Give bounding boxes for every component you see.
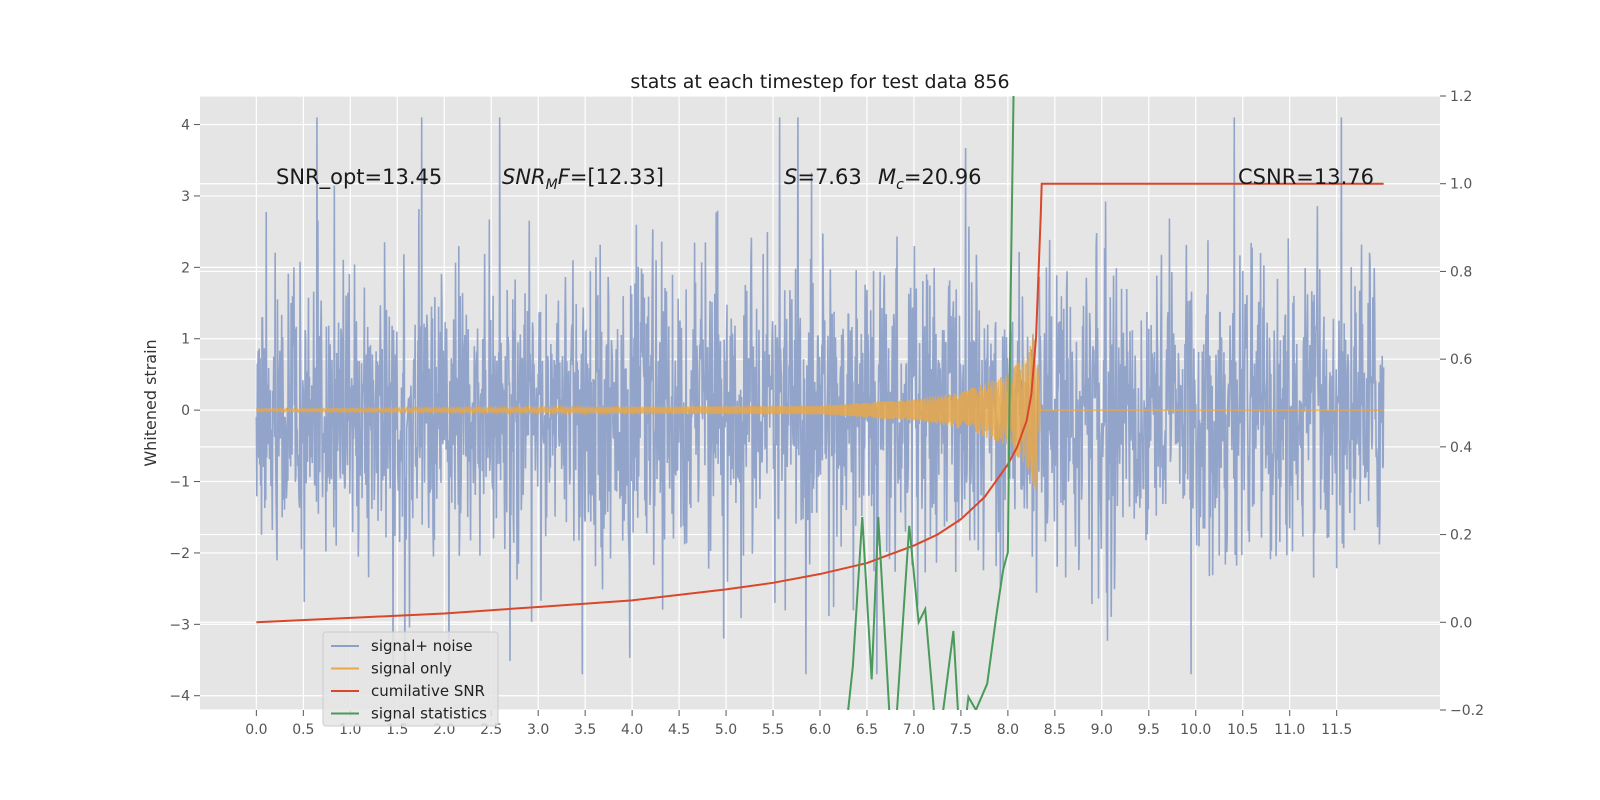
x-tick-label: 0.0 <box>245 722 267 738</box>
legend: signal+ noise signal only cumilative SNR si… <box>322 631 499 727</box>
series-signal-statistics <box>847 96 1015 710</box>
x-tick-label: 10.5 <box>1227 722 1258 738</box>
legend-label: signal+ noise <box>371 637 473 655</box>
x-tick-label: 7.5 <box>950 722 972 738</box>
x-tick-label: 8.0 <box>997 722 1019 738</box>
x-tick-label: 3.0 <box>527 722 549 738</box>
y2-tick-label: 0.2 <box>1450 528 1472 544</box>
x-tick-label: 9.5 <box>1138 722 1160 738</box>
annotation-snr-mf-snr: SNR <box>502 165 546 189</box>
legend-label: signal only <box>371 660 452 678</box>
y2-tick-label: 1.2 <box>1450 89 1472 105</box>
y-tick-label: −2 <box>169 546 190 562</box>
x-tick-label: 4.5 <box>668 722 690 738</box>
annotation-snr-mf: SNRMF=[12.33] <box>502 165 664 193</box>
x-tick-label: 4.0 <box>621 722 643 738</box>
y2-tick-label: 0.8 <box>1450 264 1472 280</box>
annotation-snr-mf-value: =[12.33] <box>570 165 664 189</box>
y-axis-right: −0.2 0.0 0.2 0.4 0.6 0.8 1.0 1.2 <box>1440 89 1484 719</box>
y-axis-left: −4 −3 −2 −1 0 1 2 3 4 <box>169 118 200 705</box>
x-tick-label: 6.5 <box>856 722 878 738</box>
y-tick-label: 2 <box>181 260 190 276</box>
series-cumulative-snr <box>256 182 1384 624</box>
series-signal-noise <box>255 117 1385 675</box>
y-tick-label: −3 <box>169 617 190 633</box>
annotation-snr-mf-f: F <box>558 165 571 189</box>
x-tick-label: 11.0 <box>1274 722 1305 738</box>
y-tick-label: −4 <box>169 689 190 705</box>
annotation-s-value: =7.63 <box>797 165 861 189</box>
x-tick-label: 3.5 <box>574 722 596 738</box>
y2-tick-label: −0.2 <box>1450 703 1484 719</box>
y-tick-label: 1 <box>181 332 190 348</box>
y-tick-label: −1 <box>169 475 190 491</box>
y-tick-label: 3 <box>181 189 190 205</box>
x-tick-label: 9.0 <box>1091 722 1113 738</box>
y2-tick-label: 0.0 <box>1450 615 1472 631</box>
annotation-s-symbol: S <box>784 165 797 189</box>
legend-box <box>322 631 499 727</box>
x-tick-label: 5.0 <box>715 722 737 738</box>
y-axis-label: Whitened strain <box>141 339 160 466</box>
x-tick-label: 10.0 <box>1180 722 1211 738</box>
x-tick-label: 6.0 <box>809 722 831 738</box>
annotation-snr-mf-sub: M <box>546 177 558 193</box>
annotation-snr-opt: SNR_opt=13.45 <box>276 165 442 190</box>
legend-label: signal statistics <box>371 705 487 723</box>
series-signal-only <box>255 333 1384 490</box>
annotation-mc-value: =20.96 <box>904 165 982 189</box>
annotation-csnr: CSNR=13.76 <box>1238 165 1374 189</box>
plot-series <box>255 96 1385 710</box>
x-tick-label: 7.0 <box>903 722 925 738</box>
y2-tick-label: 0.6 <box>1450 352 1472 368</box>
x-tick-label: 8.5 <box>1044 722 1066 738</box>
legend-label: cumilative SNR <box>371 682 485 700</box>
annotation-mc-sub: c <box>896 177 904 193</box>
x-tick-label: 0.5 <box>292 722 314 738</box>
chart-title: stats at each timestep for test data 856 <box>630 71 1009 93</box>
annotation-s: S=7.63 <box>784 165 862 189</box>
y2-tick-label: 0.4 <box>1450 440 1472 456</box>
annotations: SNR_opt=13.45 SNRMF=[12.33] S=7.63 Mc=20… <box>276 165 1374 193</box>
annotation-mc: Mc=20.96 <box>878 165 982 193</box>
x-tick-label: 11.5 <box>1321 722 1352 738</box>
y2-tick-label: 1.0 <box>1450 177 1472 193</box>
x-tick-label: 5.5 <box>762 722 784 738</box>
y-tick-label: 0 <box>181 403 190 419</box>
y-tick-label: 4 <box>181 118 190 134</box>
annotation-mc-symbol: M <box>878 165 896 189</box>
